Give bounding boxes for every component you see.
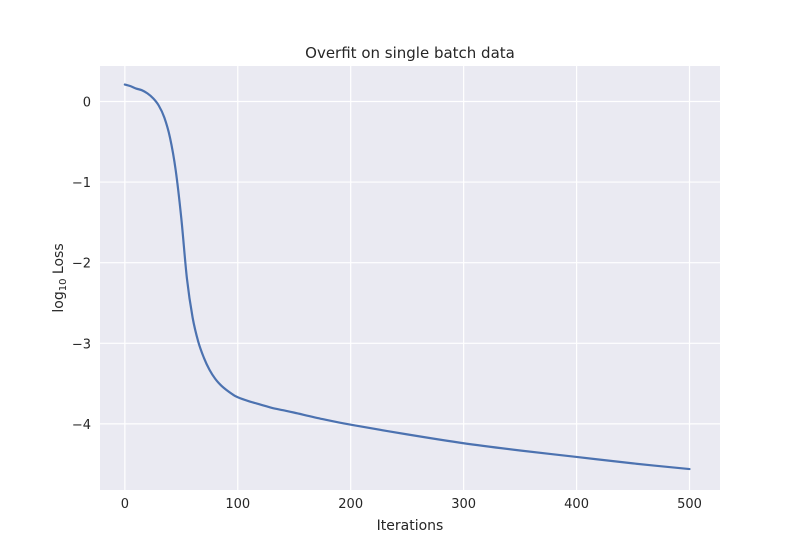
x-axis-label: Iterations	[377, 518, 444, 534]
tick-labels: 0 100 200 300 400 500 0 −1 −2 −3 −4	[72, 95, 702, 512]
y-axis-label-subscript: 10	[58, 279, 69, 292]
y-tick-label: −4	[72, 418, 91, 433]
loss-series-line	[123, 83, 691, 471]
x-tick-label: 100	[225, 497, 250, 512]
x-tick-label: 300	[451, 497, 476, 512]
y-tick-label: −2	[72, 257, 91, 272]
x-tick-label: 0	[121, 497, 129, 512]
x-tick-label: 500	[677, 497, 702, 512]
y-tick-label: −1	[72, 176, 91, 191]
plot-area	[100, 66, 720, 490]
y-axis-label-tail: Loss	[51, 243, 67, 278]
y-tick-label: −3	[72, 337, 91, 352]
grid-lines	[100, 66, 720, 490]
x-tick-label: 400	[564, 497, 589, 512]
y-axis-label-main: log	[51, 291, 67, 312]
x-tick-label: 200	[338, 497, 363, 512]
series-layer	[123, 83, 691, 471]
y-tick-label: 0	[83, 95, 91, 110]
chart-title: Overfit on single batch data	[305, 44, 515, 62]
y-axis-label: log10 Loss	[51, 243, 69, 312]
